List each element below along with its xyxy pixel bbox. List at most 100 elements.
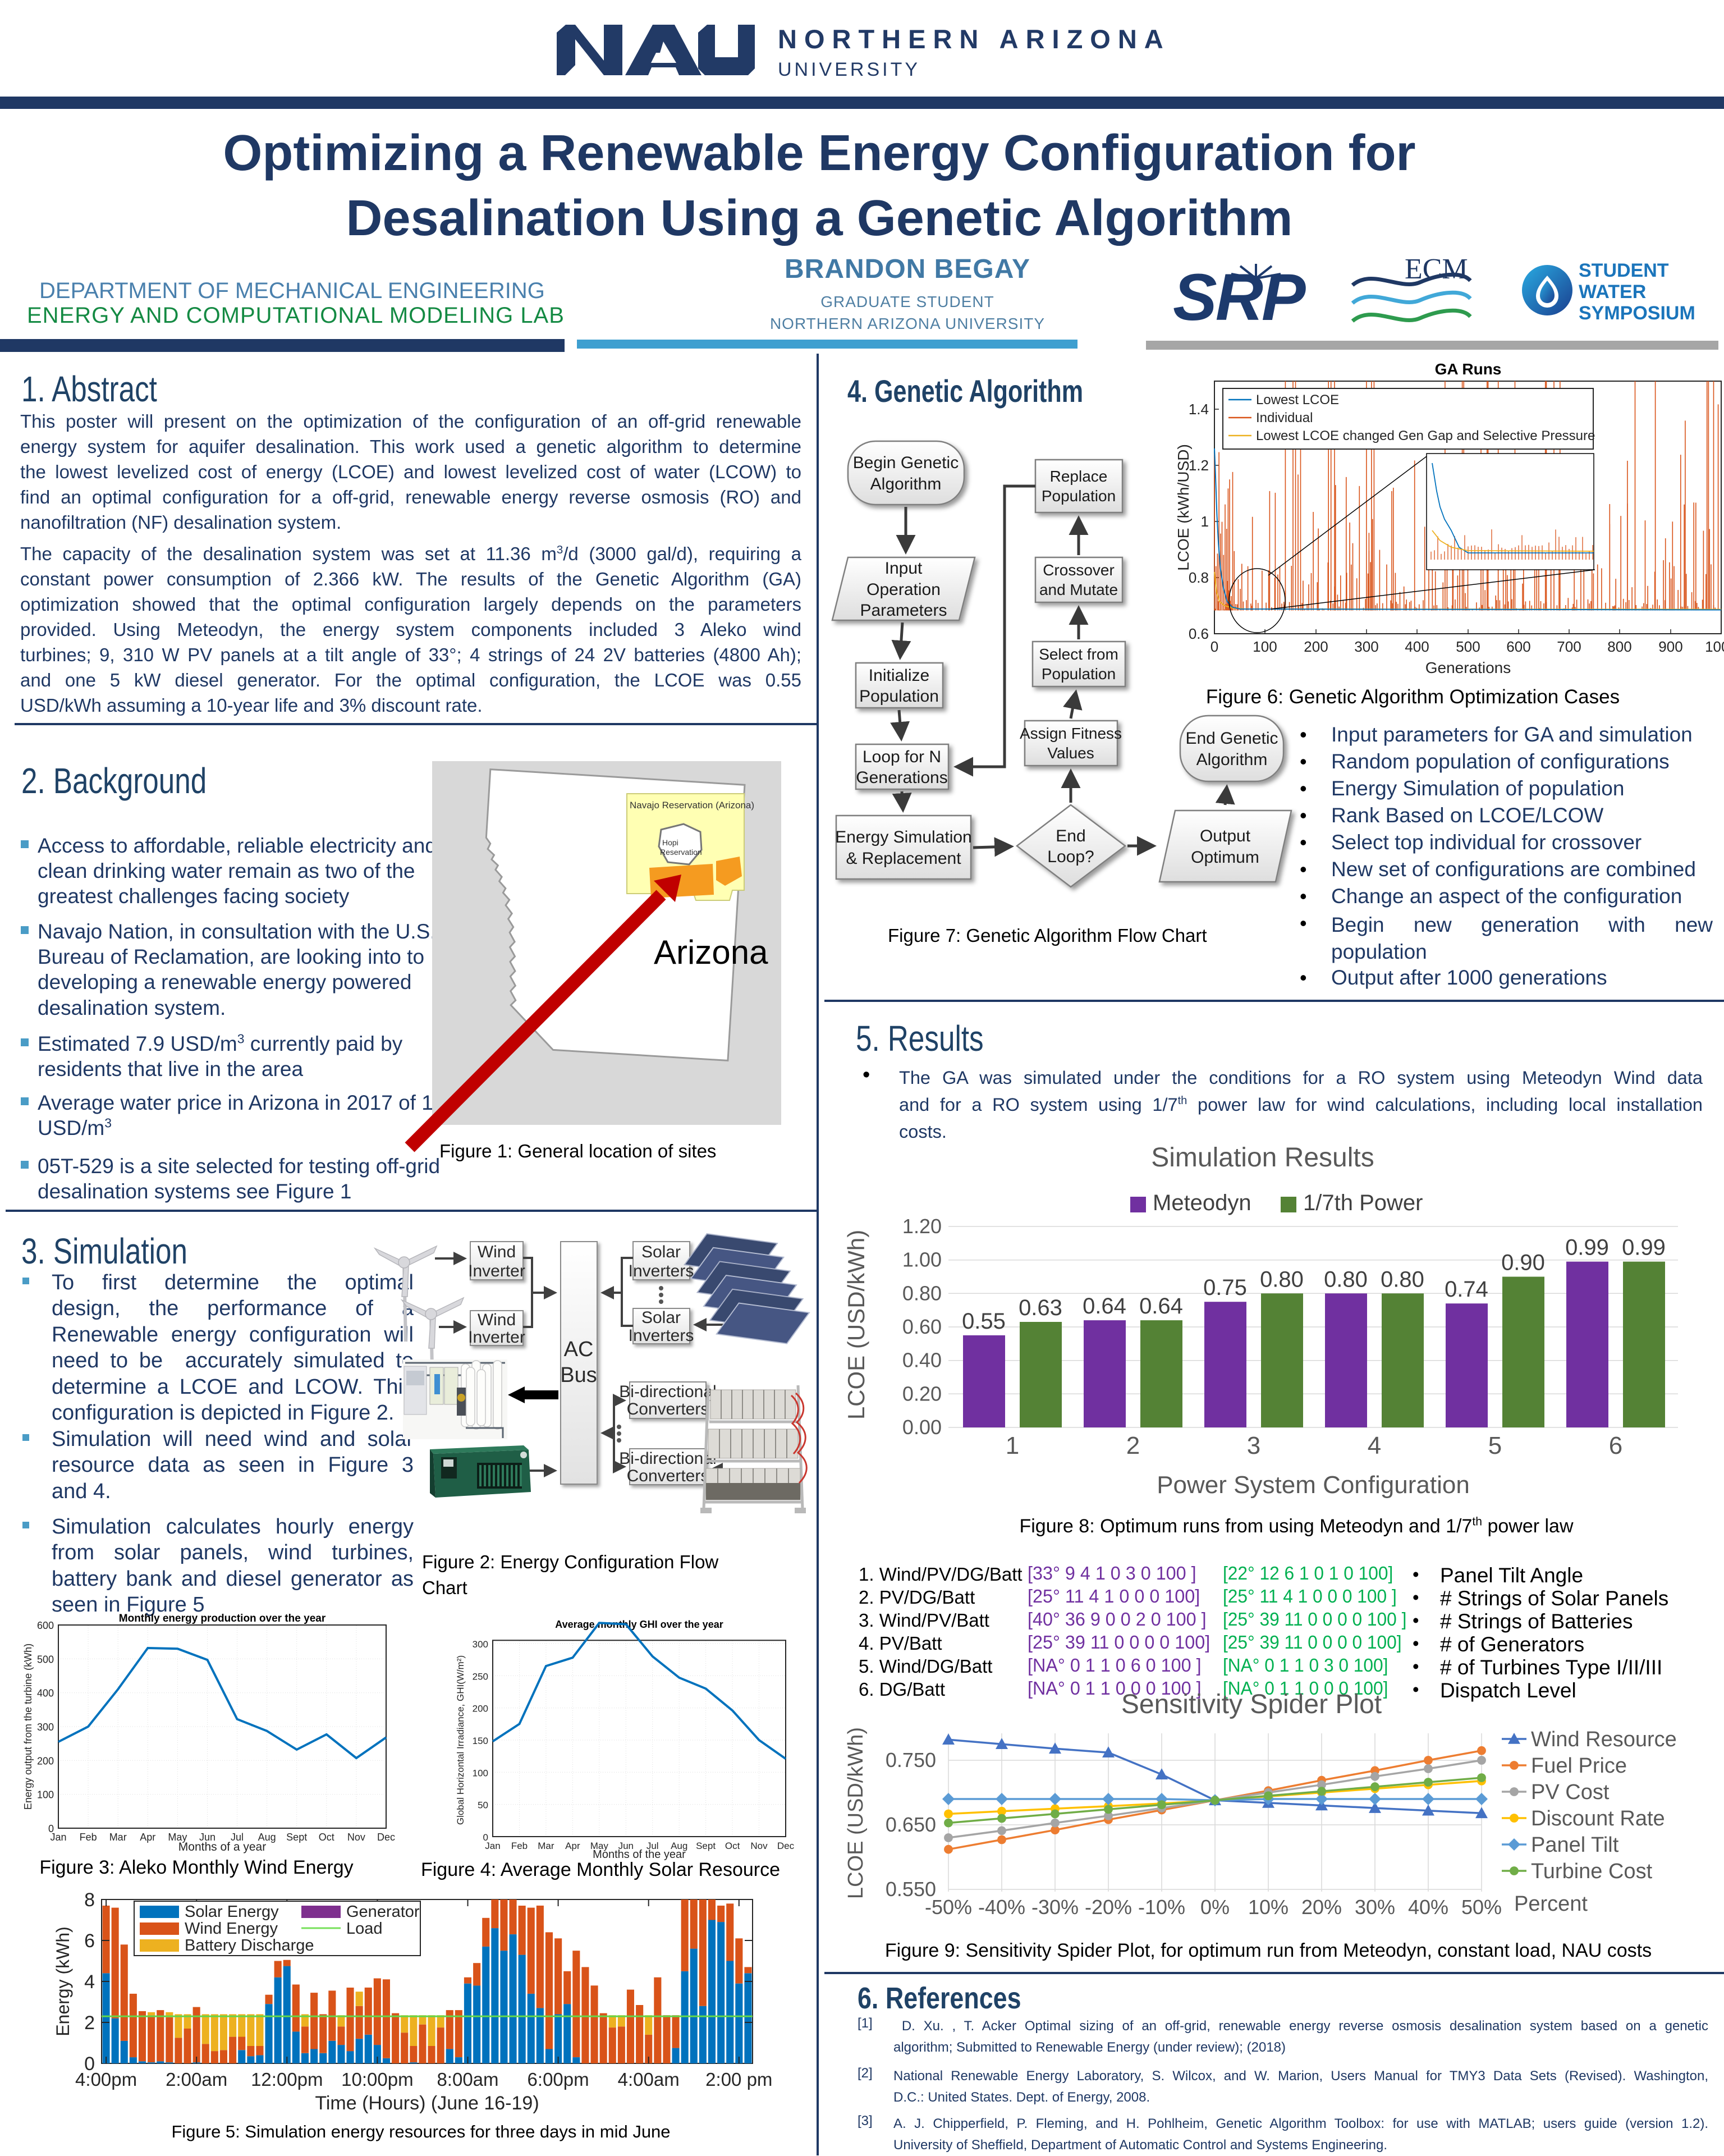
svg-text:Nov: Nov: [750, 1841, 768, 1851]
svg-text:Jul: Jul: [646, 1841, 659, 1851]
svg-text:Population: Population: [1042, 487, 1116, 505]
svg-text:Aug: Aug: [671, 1841, 687, 1851]
svg-text:Converters: Converters: [627, 1467, 709, 1485]
svg-text:Jun: Jun: [199, 1832, 216, 1843]
svg-text:200: 200: [473, 1704, 488, 1714]
svg-text:Sept: Sept: [696, 1841, 716, 1851]
svg-text:Jan: Jan: [50, 1832, 66, 1843]
svg-text:800: 800: [1607, 638, 1631, 655]
svg-text:Energy output from the turbine: Energy output from the turbine (kWh): [22, 1644, 34, 1810]
svg-text:Time (Hours) (June 16-19): Time (Hours) (June 16-19): [315, 2093, 539, 2114]
svg-text:0.75: 0.75: [1203, 1275, 1247, 1300]
svg-text:Generations: Generations: [1425, 659, 1511, 676]
svg-text:PV Cost: PV Cost: [1531, 1780, 1610, 1804]
svg-text:700: 700: [1557, 638, 1581, 655]
svg-text:Inverters: Inverters: [629, 1262, 694, 1280]
svg-text:Arizona: Arizona: [654, 933, 768, 971]
svg-text:50: 50: [478, 1800, 488, 1811]
svg-text:Discount Rate: Discount Rate: [1531, 1807, 1665, 1830]
svg-text:End: End: [1056, 827, 1085, 845]
svg-text:600: 600: [37, 1620, 54, 1631]
svg-text:4: 4: [84, 1971, 95, 1993]
svg-text:2:00 pm: 2:00 pm: [705, 2069, 772, 2090]
svg-text:250: 250: [473, 1671, 488, 1682]
svg-text:3: 3: [1247, 1432, 1260, 1459]
svg-text:8:00am: 8:00am: [437, 2069, 498, 2090]
svg-text:Bus: Bus: [560, 1363, 597, 1387]
svg-text:2: 2: [84, 2012, 95, 2034]
svg-text:Global Horizontal Irradiance,: Global Horizontal Irradiance, GHI(W/m²): [455, 1655, 466, 1825]
svg-text:Begin Genetic: Begin Genetic: [853, 454, 959, 472]
svg-text:Wind: Wind: [478, 1243, 516, 1261]
svg-text:Percent: Percent: [1514, 1892, 1588, 1916]
svg-text:Oct: Oct: [725, 1841, 740, 1851]
svg-text:Inverter: Inverter: [468, 1262, 525, 1280]
svg-text:0.74: 0.74: [1445, 1277, 1488, 1302]
svg-text:900: 900: [1658, 638, 1682, 655]
svg-text:Output: Output: [1200, 827, 1251, 845]
svg-text:0.20: 0.20: [902, 1382, 942, 1405]
svg-text:Solar: Solar: [641, 1308, 681, 1327]
svg-text:Loop?: Loop?: [1047, 848, 1094, 866]
svg-text:300: 300: [473, 1639, 488, 1650]
svg-text:Operation: Operation: [866, 580, 941, 599]
svg-text:12:00pm: 12:00pm: [251, 2069, 323, 2090]
svg-text:LCOE (USD/kWh): LCOE (USD/kWh): [843, 1230, 869, 1420]
svg-text:-10%: -10%: [1138, 1896, 1185, 1919]
svg-text:Lowest LCOE: Lowest LCOE: [1256, 392, 1339, 408]
svg-text:Monthly energy production over: Monthly energy production over the year: [119, 1613, 326, 1624]
svg-text:0: 0: [84, 2053, 95, 2075]
svg-text:End Genetic: End Genetic: [1185, 729, 1278, 748]
svg-text:0.00: 0.00: [902, 1416, 942, 1439]
svg-text:Wind: Wind: [478, 1311, 516, 1329]
svg-text:Solar Energy: Solar Energy: [185, 1903, 279, 1921]
svg-text:Apr: Apr: [140, 1832, 155, 1843]
svg-text:300: 300: [1354, 638, 1378, 655]
svg-text:4: 4: [1368, 1432, 1381, 1459]
svg-text:Average monthly GHI over the y: Average monthly GHI over the year: [555, 1619, 723, 1630]
svg-text:Assign Fitness: Assign Fitness: [1020, 725, 1122, 742]
svg-text:300: 300: [37, 1722, 54, 1733]
svg-text:2: 2: [1126, 1432, 1140, 1459]
svg-text:SRP: SRP: [1173, 260, 1306, 335]
svg-text:Generator: Generator: [346, 1903, 420, 1921]
svg-text:Feb: Feb: [80, 1832, 97, 1843]
svg-text:Population: Population: [859, 687, 939, 706]
svg-text:Lowest LCOE changed Gen Gap an: Lowest LCOE changed Gen Gap and Selectiv…: [1256, 428, 1595, 443]
svg-text:0.64: 0.64: [1083, 1294, 1126, 1319]
svg-text:and Mutate: and Mutate: [1039, 581, 1118, 598]
svg-text:Mar: Mar: [538, 1841, 554, 1851]
svg-text:100: 100: [37, 1789, 54, 1801]
svg-text:Population: Population: [1042, 665, 1116, 683]
svg-text:150: 150: [473, 1736, 488, 1746]
svg-text:Jul: Jul: [231, 1832, 244, 1843]
svg-text:1: 1: [1201, 513, 1209, 530]
svg-text:0.40: 0.40: [902, 1349, 942, 1372]
svg-text:AC: AC: [564, 1338, 594, 1361]
svg-text:0%: 0%: [1200, 1896, 1230, 1919]
svg-text:Dec: Dec: [777, 1841, 795, 1851]
svg-text:Sept: Sept: [286, 1832, 307, 1843]
svg-text:Algorithm: Algorithm: [1196, 750, 1268, 769]
svg-text:30%: 30%: [1355, 1896, 1395, 1919]
svg-text:-50%: -50%: [925, 1896, 972, 1919]
svg-text:Crossover: Crossover: [1043, 561, 1115, 579]
svg-text:10:00pm: 10:00pm: [341, 2069, 413, 2090]
svg-text:Select from: Select from: [1039, 646, 1118, 663]
svg-text:0.80: 0.80: [1260, 1267, 1304, 1292]
svg-text:0.80: 0.80: [902, 1281, 942, 1304]
svg-text:Battery Discharge: Battery Discharge: [185, 1937, 314, 1954]
svg-text:0.55: 0.55: [962, 1309, 1006, 1334]
svg-text:Parameters: Parameters: [860, 601, 947, 620]
svg-text:20%: 20%: [1301, 1896, 1342, 1919]
svg-text:Values: Values: [1047, 744, 1094, 762]
svg-text:50%: 50%: [1461, 1896, 1502, 1919]
svg-text:1: 1: [1006, 1432, 1019, 1459]
svg-text:May: May: [590, 1841, 609, 1851]
svg-text:0.6: 0.6: [1189, 625, 1209, 642]
svg-text:-40%: -40%: [978, 1896, 1025, 1919]
svg-text:May: May: [168, 1832, 187, 1843]
svg-text:200: 200: [1304, 638, 1328, 655]
svg-text:Turbine Cost: Turbine Cost: [1531, 1860, 1653, 1883]
svg-text:400: 400: [37, 1688, 54, 1699]
